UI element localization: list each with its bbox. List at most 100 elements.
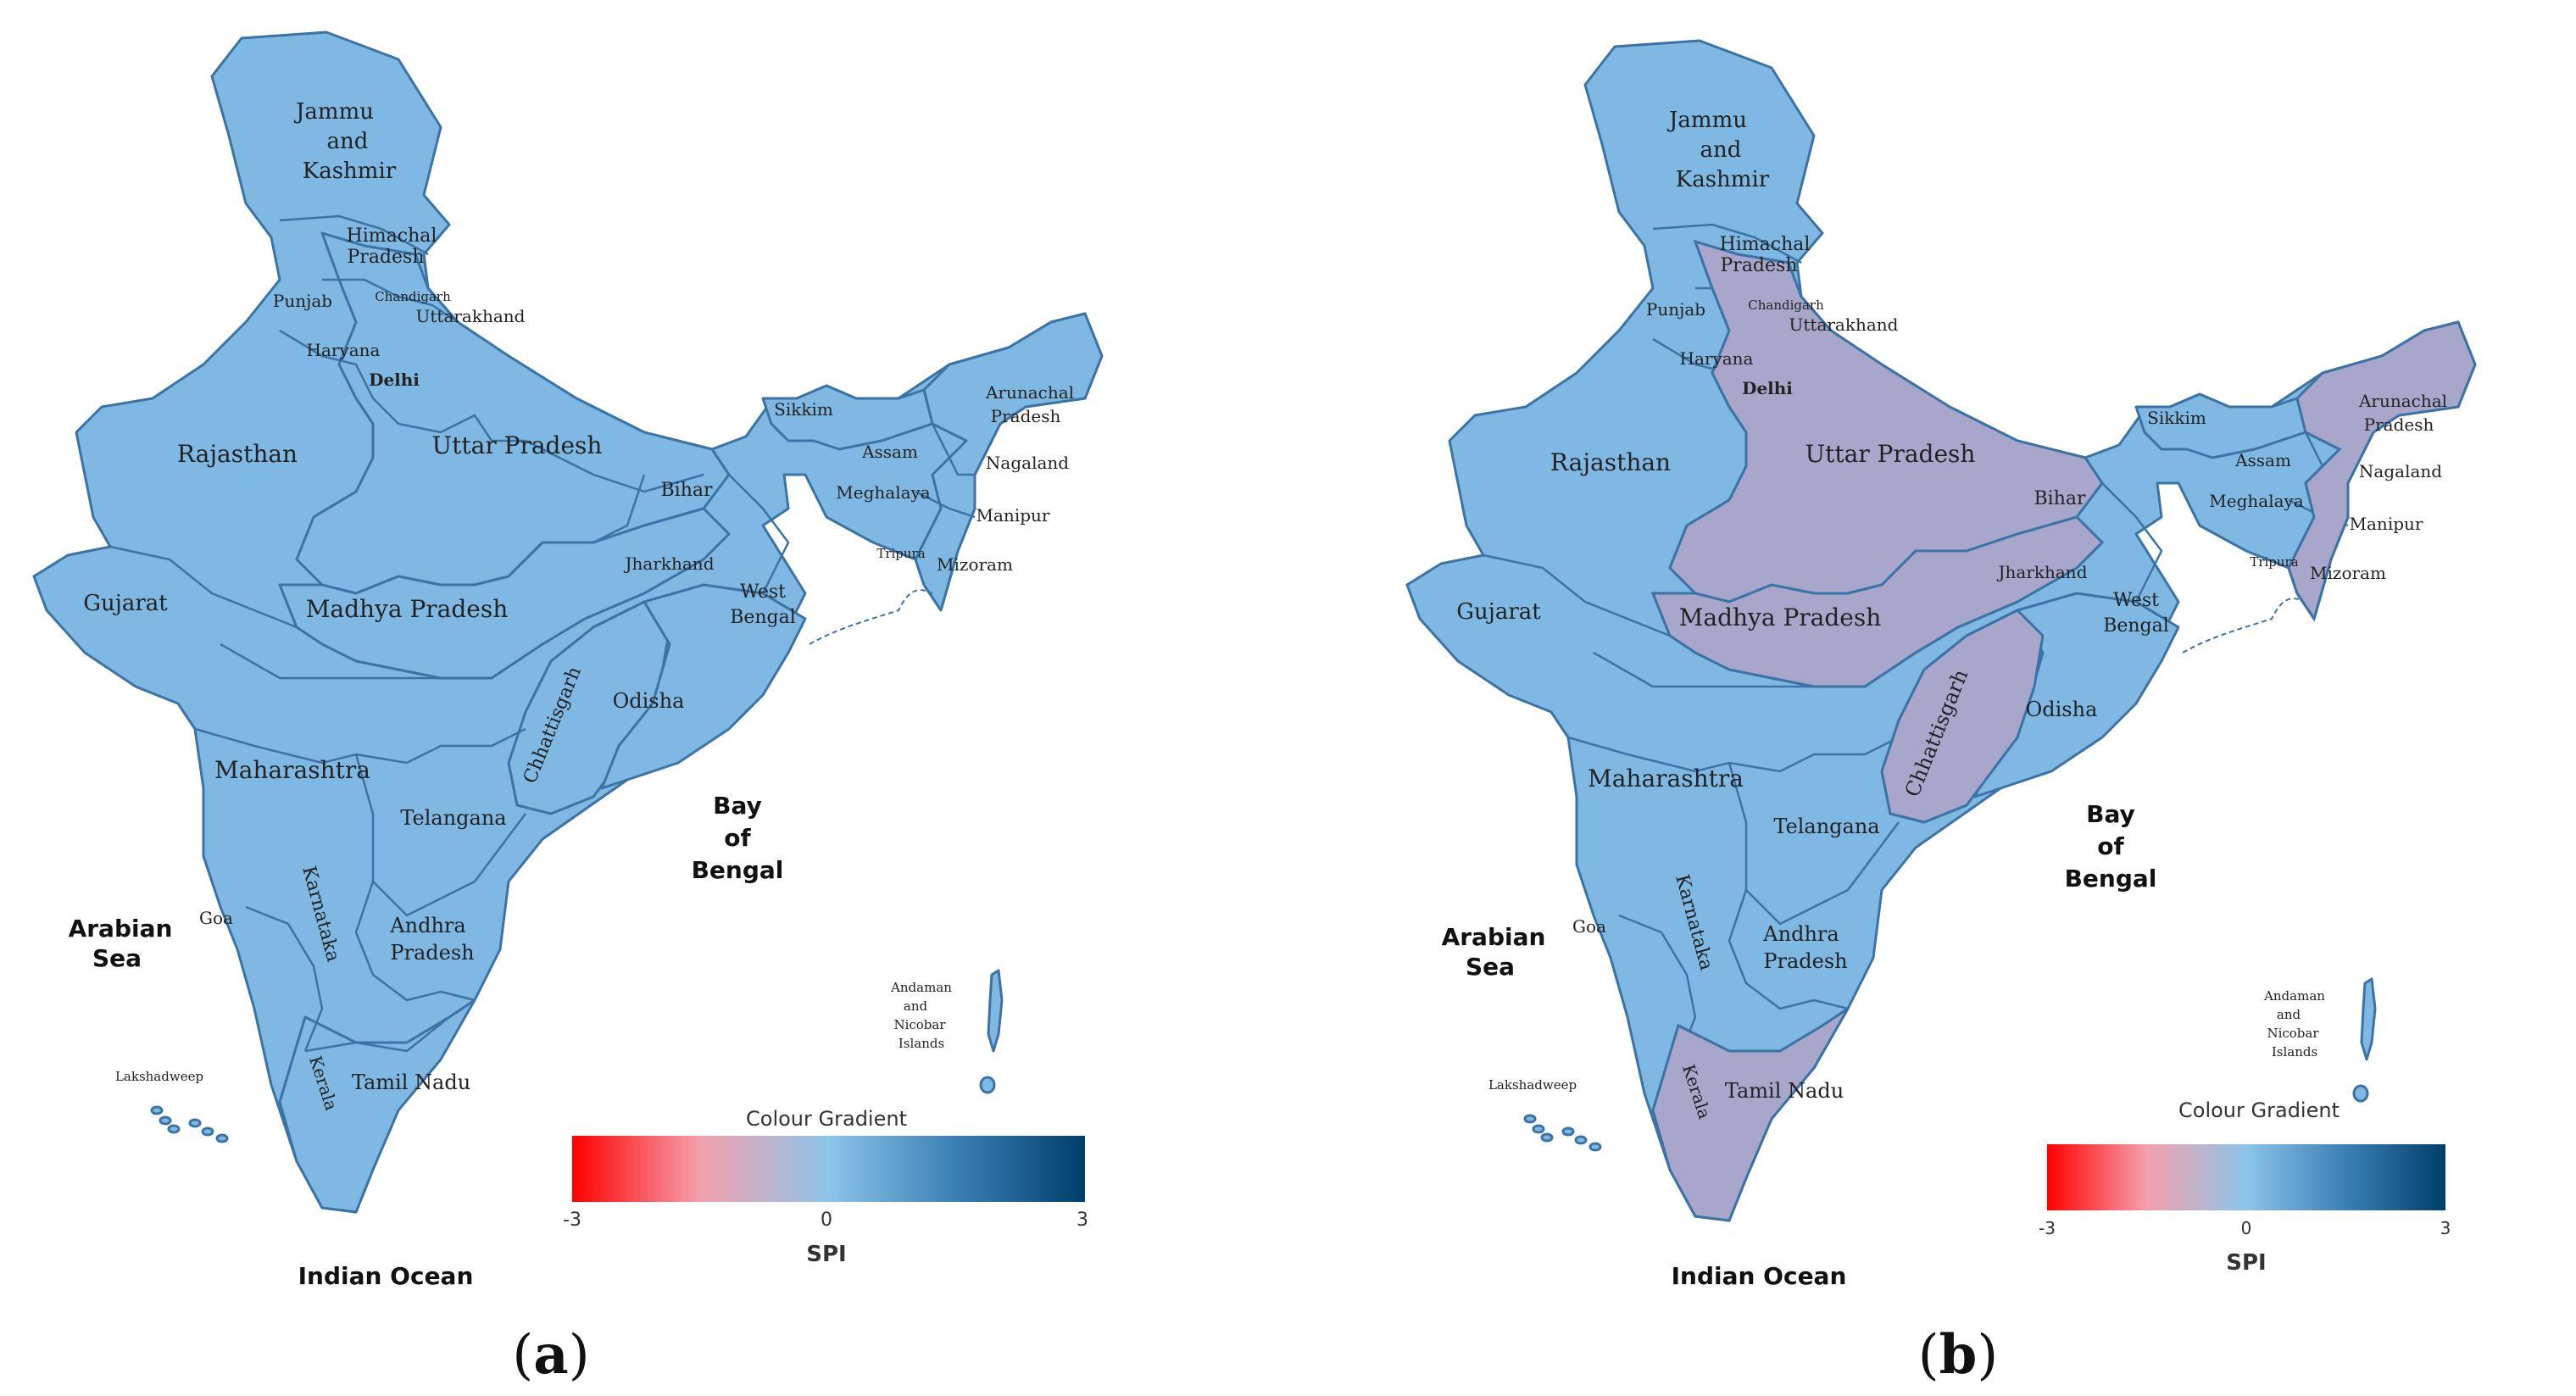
label-west-bengal-2: Bengal — [2103, 615, 2169, 637]
label-goa: Goa — [1572, 916, 1606, 937]
dry-region-central — [1650, 515, 2105, 688]
label-chandigarh: Chandigarh — [1748, 298, 1824, 313]
dry-region-south — [1651, 1007, 1850, 1222]
label-himachal-2: Pradesh — [348, 247, 425, 268]
label-bay-2: of — [724, 824, 751, 852]
label-tripura: Tripura — [876, 546, 925, 561]
label-arabian-sea-1: Arabian — [69, 915, 173, 943]
label-uttarakhand: Uttarakhand — [416, 306, 526, 326]
label-andaman-2: and — [904, 998, 928, 1014]
legend-max: 3 — [1077, 1210, 1088, 1231]
legend-min: -3 — [2039, 1218, 2056, 1238]
label-uttar-pradesh: Uttar Pradesh — [432, 431, 603, 459]
label-delhi: Delhi — [369, 370, 420, 390]
label-sikkim: Sikkim — [2147, 408, 2206, 428]
label-mizoram: Mizoram — [2310, 563, 2386, 583]
label-andhra-1: Andhra — [389, 914, 465, 937]
label-uttar-pradesh: Uttar Pradesh — [1805, 440, 1976, 468]
panel-letter-b: (b) — [1918, 1323, 1999, 1387]
legend-label: SPI — [806, 1242, 846, 1267]
legend-gradient — [2047, 1144, 2445, 1210]
label-jammu-kashmir-3: Kashmir — [303, 159, 397, 184]
label-west-bengal-1: West — [2113, 590, 2159, 611]
label-andaman-1: Andaman — [2263, 988, 2325, 1004]
legend-b: Colour Gradient -3 0 3 SPI — [2039, 1098, 2451, 1276]
label-gujarat: Gujarat — [1456, 599, 1541, 625]
label-odisha: Odisha — [613, 689, 685, 713]
label-bay-1: Bay — [2086, 800, 2135, 828]
label-punjab: Punjab — [1646, 299, 1705, 320]
label-madhya-pradesh: Madhya Pradesh — [306, 595, 509, 623]
label-bihar: Bihar — [660, 480, 712, 501]
label-jammu-kashmir-1: Jammu — [1666, 108, 1747, 133]
label-andhra-2: Pradesh — [390, 941, 474, 965]
label-andaman-2: and — [2277, 1007, 2301, 1022]
label-jharkhand: Jharkhand — [624, 553, 715, 574]
label-bihar: Bihar — [2034, 488, 2085, 509]
label-himachal-1: Himachal — [1720, 234, 1811, 255]
label-arunachal-1: Arunachal — [985, 382, 1074, 403]
label-bay-1: Bay — [713, 792, 762, 820]
label-himachal-1: Himachal — [347, 225, 437, 247]
legend-mid: 0 — [2241, 1218, 2252, 1238]
legend-min: -3 — [563, 1210, 581, 1231]
label-haryana: Haryana — [1680, 348, 1754, 369]
label-arabian-sea-2: Sea — [92, 944, 142, 972]
label-chandigarh: Chandigarh — [375, 289, 451, 304]
label-bay-2: of — [2097, 832, 2124, 860]
label-himachal-2: Pradesh — [1721, 255, 1798, 276]
label-arabian-sea-1: Arabian — [1442, 923, 1546, 951]
label-mizoram: Mizoram — [937, 554, 1013, 575]
label-arabian-sea-2: Sea — [1466, 953, 1515, 981]
label-indian-ocean: Indian Ocean — [1672, 1262, 1847, 1290]
legend-max: 3 — [2440, 1218, 2451, 1238]
label-west-bengal-2: Bengal — [730, 607, 796, 628]
label-telangana: Telangana — [400, 806, 506, 830]
label-telangana: Telangana — [1773, 815, 1879, 838]
label-lakshadweep: Lakshadweep — [115, 1069, 203, 1084]
label-tripura: Tripura — [2250, 554, 2298, 570]
label-bay-3: Bengal — [692, 856, 784, 884]
label-meghalaya: Meghalaya — [836, 482, 931, 503]
legend-a: Colour Gradient -3 0 3 SPI — [563, 1107, 1088, 1267]
label-arunachal-2: Pradesh — [991, 406, 1061, 426]
label-punjab: Punjab — [273, 291, 332, 311]
label-andhra-1: Andhra — [1762, 922, 1839, 946]
dry-region-northeast — [2287, 320, 2477, 622]
label-gujarat: Gujarat — [83, 591, 168, 616]
label-andaman-3: Nicobar — [2267, 1026, 2319, 1041]
label-haryana: Haryana — [307, 340, 381, 360]
label-west-bengal-1: West — [740, 581, 786, 603]
label-tamil-nadu: Tamil Nadu — [352, 1071, 470, 1094]
dry-region-chhattisgarh — [1880, 609, 2045, 824]
label-jammu-kashmir-3: Kashmir — [1676, 167, 1770, 192]
dry-regions — [1650, 239, 2477, 1222]
label-maharashtra: Maharashtra — [1588, 765, 1744, 793]
label-andhra-2: Pradesh — [1763, 949, 1847, 973]
legend-title: Colour Gradient — [2178, 1098, 2340, 1122]
label-uttarakhand: Uttarakhand — [1789, 314, 1899, 335]
label-lakshadweep: Lakshadweep — [1488, 1077, 1577, 1093]
label-rajasthan: Rajasthan — [177, 440, 298, 468]
label-maharashtra: Maharashtra — [214, 756, 370, 784]
label-indian-ocean: Indian Ocean — [298, 1262, 474, 1290]
label-madhya-pradesh: Madhya Pradesh — [1679, 603, 1882, 631]
label-goa: Goa — [199, 908, 233, 928]
label-nagaland: Nagaland — [986, 453, 1069, 473]
label-odisha: Odisha — [2026, 698, 2098, 721]
label-meghalaya: Meghalaya — [2209, 491, 2304, 511]
legend-mid: 0 — [821, 1210, 832, 1231]
label-manipur: Manipur — [2350, 514, 2423, 534]
label-nagaland: Nagaland — [2359, 461, 2442, 481]
label-manipur: Manipur — [976, 505, 1050, 526]
label-andaman-3: Nicobar — [893, 1017, 946, 1032]
legend-title: Colour Gradient — [746, 1107, 907, 1131]
label-rajasthan: Rajasthan — [1550, 448, 1671, 476]
label-arunachal-2: Pradesh — [2364, 414, 2434, 435]
label-arunachal-1: Arunachal — [2358, 391, 2447, 411]
panel-letter-a: (a) — [512, 1323, 589, 1387]
label-jammu-kashmir-2: and — [1700, 137, 1742, 163]
map-panel-b: Jammu and Kashmir Himachal Pradesh Punja… — [1405, 39, 2477, 1387]
legend-label: SPI — [2226, 1250, 2266, 1276]
